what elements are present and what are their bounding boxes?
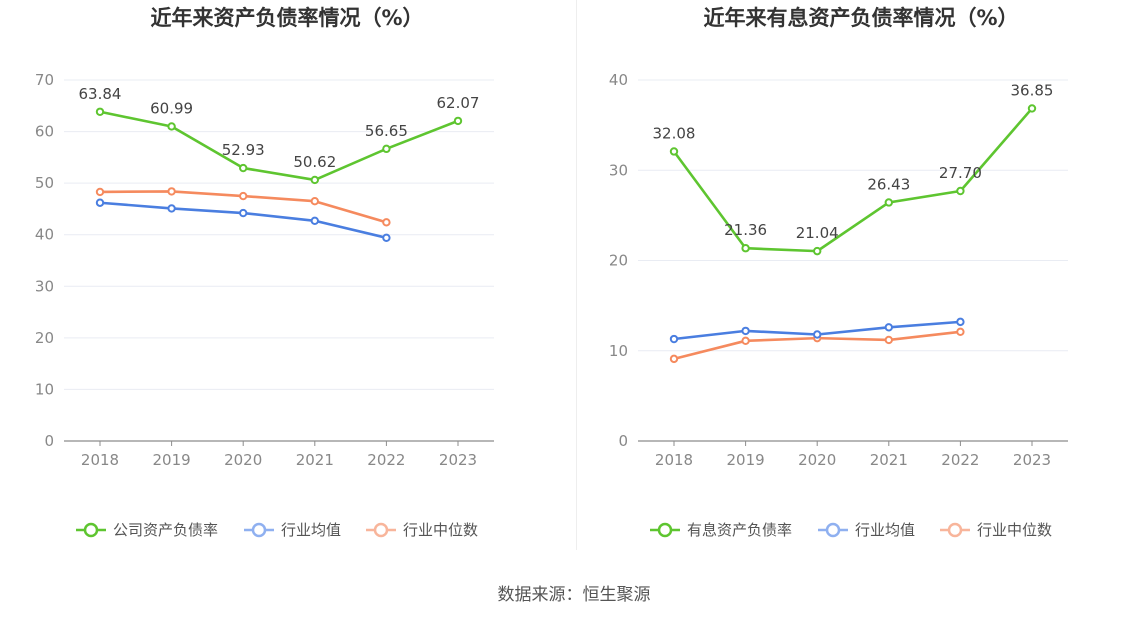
legend-marker [947,522,963,538]
data-point [239,163,248,173]
data-point [382,218,391,227]
legend-label[interactable]: 公司资产负债率 [113,521,218,539]
data-point [741,326,750,336]
x-tick-label: 2021 [296,451,334,469]
legend-label[interactable]: 行业均值 [855,521,915,539]
data-point [741,336,750,346]
series-line [99,201,387,240]
data-point [95,198,105,207]
x-tick-label: 2021 [870,451,908,469]
y-tick-label: 10 [35,380,54,398]
y-tick-label: 20 [609,252,628,270]
y-tick-label: 70 [35,71,54,89]
data-point [382,233,391,243]
x-tick-label: 2023 [1013,451,1051,469]
chart-title: 近年来资产负债率情况（%） [150,6,424,30]
legend-label[interactable]: 行业中位数 [403,521,478,539]
data-point [95,187,105,197]
data-point [956,317,965,327]
x-tick-label: 2018 [81,451,119,469]
x-tick-label: 2019 [727,451,765,469]
legend-marker [657,522,673,538]
legend-marker [83,522,99,538]
series-line [99,110,459,182]
data-point [669,147,679,156]
x-tick-label: 2019 [153,451,191,469]
x-tick-label: 2020 [224,451,262,469]
data-point [239,208,248,218]
data-point [669,334,679,344]
data-point [239,191,248,201]
data-source: 数据来源：恒生聚源 [497,585,651,605]
legend-marker [373,522,389,538]
x-tick-label: 2018 [655,451,693,469]
data-label: 52.93 [222,141,265,159]
data-label: 26.43 [867,175,910,193]
data-label: 36.85 [1011,81,1054,99]
data-label: 50.62 [293,153,336,171]
data-point [884,323,893,332]
y-tick-label: 30 [609,161,628,179]
series-line [672,107,1033,253]
data-label: 60.99 [150,99,193,117]
x-tick-label: 2020 [798,451,836,469]
legend-marker [825,522,841,538]
data-point [813,246,822,256]
data-point [167,122,176,131]
data-label: 62.07 [437,94,480,112]
x-tick-label: 2022 [367,451,405,469]
data-label: 56.65 [365,122,408,140]
data-label: 63.84 [79,85,122,103]
legend-marker [251,522,267,538]
interest-debt-ratio-chart: 0 10 20 30 40 2018 2019 2020 2021 2022 2023 32.08 21… [609,71,1068,539]
y-tick-label: 60 [35,123,54,141]
left-chart-panel: 近年来资产负债率情况（%） 0 10 20 30 40 50 60 70 2018 2019 202… [0,0,574,560]
data-point [1027,104,1037,113]
data-point [669,354,679,364]
data-point [310,216,319,225]
y-tick-label: 20 [35,329,54,347]
data-point [453,116,463,126]
right-chart-panel: 近年来有息资产负债率情况（%） 0 10 20 30 40 2018 2019 2020 202… [574,0,1148,560]
legend-label[interactable]: 行业均值 [281,521,341,539]
data-point [956,186,965,196]
data-point [741,244,750,253]
data-point [884,335,893,345]
data-point [95,107,105,116]
data-label: 21.36 [724,221,767,239]
y-tick-label: 30 [35,277,54,295]
y-tick-label: 40 [609,71,628,89]
legend-label[interactable]: 行业中位数 [977,521,1052,539]
debt-ratio-chart: 0 10 20 30 40 50 60 70 2018 2019 2020 2021 2022 2023 6… [35,71,494,539]
panel-divider [576,0,577,550]
data-point [310,175,319,185]
legend-label[interactable]: 有息资产负债率 [687,521,792,539]
data-point [310,196,319,206]
data-point [382,144,391,154]
x-tick-label: 2023 [439,451,477,469]
y-tick-label: 40 [35,226,54,244]
y-tick-label: 0 [44,432,54,450]
x-tick-label: 2022 [941,451,979,469]
y-tick-label: 50 [35,174,54,192]
data-point [167,204,176,213]
data-label: 21.04 [796,224,839,242]
data-label: 27.70 [939,164,982,182]
y-tick-label: 0 [618,432,628,450]
chart-title: 近年来有息资产负债率情况（%） [703,6,1019,30]
data-point [167,187,176,196]
data-point [813,330,822,339]
data-point [884,198,893,207]
data-point [956,327,965,336]
y-tick-label: 10 [609,342,628,360]
data-label: 32.08 [653,124,696,142]
